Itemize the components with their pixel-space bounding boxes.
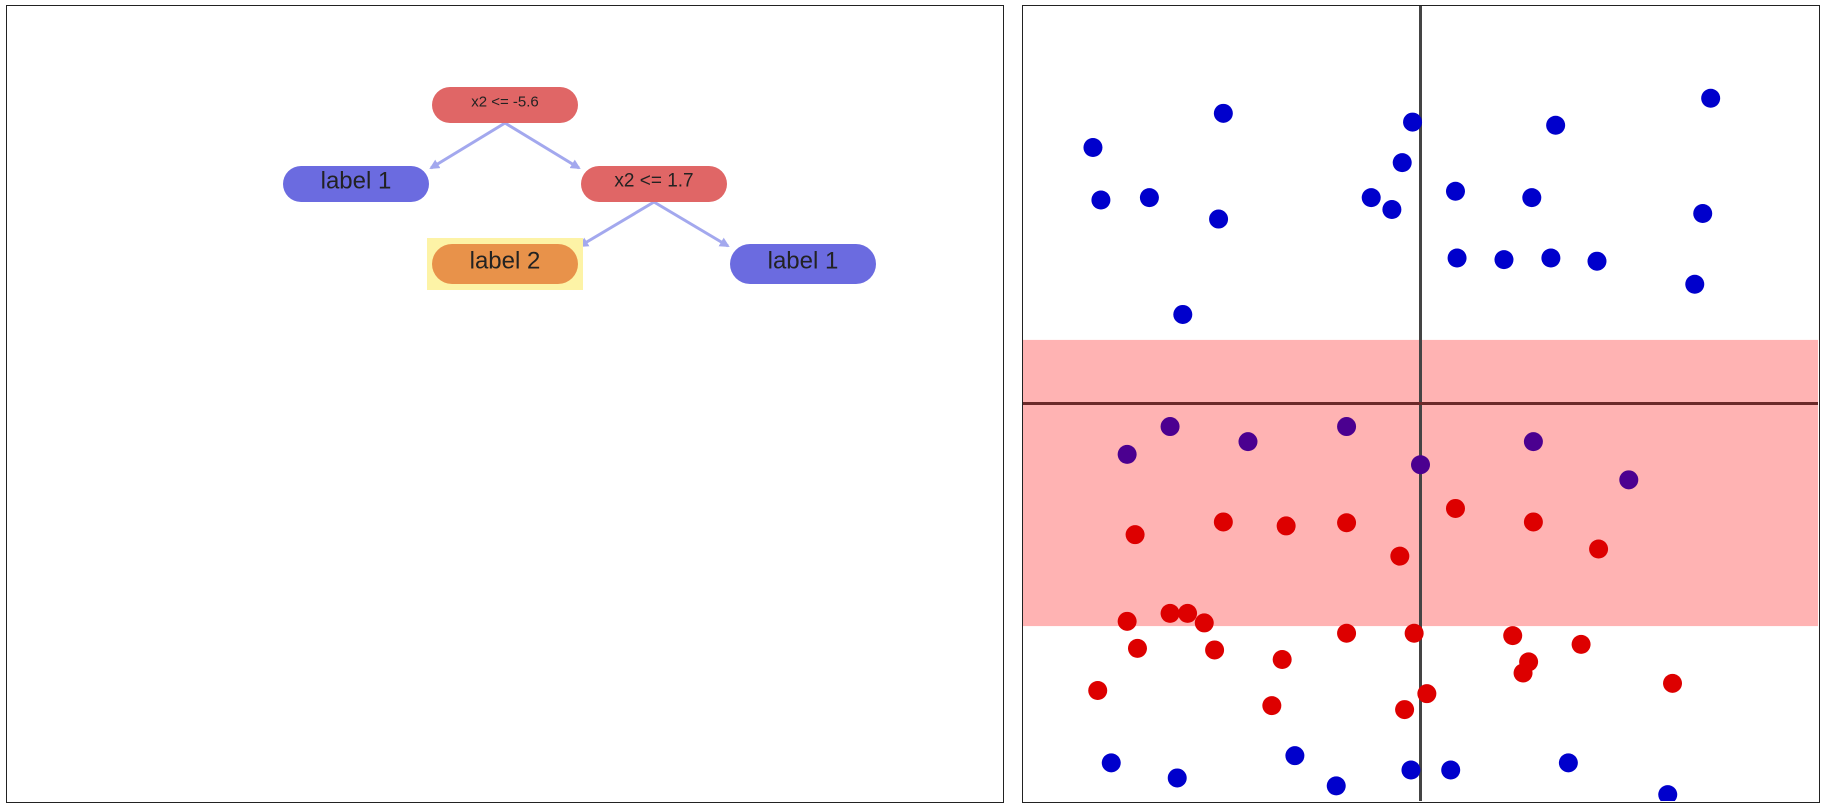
tree-node-label: x2 <= -5.6 xyxy=(471,93,539,110)
tree-edge-root-to-leaf-a xyxy=(429,121,506,170)
data-point xyxy=(1238,432,1258,452)
data-point xyxy=(1571,634,1591,654)
data-point xyxy=(1401,760,1421,780)
tree-node-leaf-d[interactable]: label 1 xyxy=(730,244,876,284)
data-point xyxy=(1173,304,1193,324)
data-point xyxy=(1101,753,1121,773)
data-point xyxy=(1285,746,1305,766)
data-point xyxy=(1337,623,1357,643)
data-point xyxy=(1445,498,1465,518)
data-point xyxy=(1160,603,1180,623)
tree-node-root[interactable]: x2 <= -5.6 xyxy=(432,87,578,123)
tree-node-label: label 1 xyxy=(768,247,839,274)
data-point xyxy=(1125,525,1145,545)
data-point xyxy=(1522,188,1542,208)
data-point xyxy=(1658,785,1678,801)
data-point xyxy=(1411,455,1430,475)
tree-node-label: label 2 xyxy=(470,247,541,274)
data-point xyxy=(1392,153,1412,173)
data-point xyxy=(1403,112,1423,132)
data-point xyxy=(1272,649,1292,669)
tree-node-shape xyxy=(432,87,578,123)
data-point xyxy=(1589,539,1609,559)
tree-node-shape xyxy=(432,244,578,284)
data-point xyxy=(1127,638,1147,658)
data-point xyxy=(1337,417,1357,437)
tree-node-shape xyxy=(581,166,727,202)
data-point xyxy=(1513,663,1533,683)
data-point xyxy=(1619,470,1639,490)
data-point xyxy=(1276,516,1296,536)
tree-node-leaf-c[interactable]: label 2 xyxy=(427,238,583,290)
data-point xyxy=(1541,248,1561,268)
scatter-plot-panel xyxy=(1022,5,1820,803)
data-point xyxy=(1685,274,1705,294)
tree-node-shape xyxy=(730,244,876,284)
tree-edge-split-b-to-leaf-d xyxy=(653,200,730,248)
data-point xyxy=(1262,696,1282,716)
data-point xyxy=(1167,768,1187,788)
data-point xyxy=(1663,673,1683,693)
data-point xyxy=(1382,200,1402,220)
data-point xyxy=(1445,181,1465,201)
tree-node-label: label 1 xyxy=(321,167,392,194)
data-point xyxy=(1494,250,1514,270)
data-point xyxy=(1209,209,1229,229)
tree-node-leaf-a[interactable]: label 1 xyxy=(283,166,429,202)
data-point xyxy=(1395,700,1415,720)
data-point xyxy=(1404,623,1424,643)
data-point xyxy=(1213,512,1233,532)
data-point xyxy=(1441,760,1461,780)
data-point xyxy=(1088,680,1108,700)
data-point xyxy=(1417,684,1437,704)
data-point xyxy=(1523,432,1543,452)
data-point xyxy=(1701,88,1721,108)
data-point xyxy=(1447,248,1467,268)
scatter-plot xyxy=(1023,6,1818,801)
tree-node-shape xyxy=(283,166,429,202)
data-point xyxy=(1546,115,1566,135)
data-point xyxy=(1337,513,1357,533)
data-point xyxy=(1178,603,1198,623)
data-point xyxy=(1693,203,1713,223)
tree-node-label: x2 <= 1.7 xyxy=(614,171,693,192)
data-point xyxy=(1091,190,1111,210)
tree-edge-root-to-split-b xyxy=(504,121,581,170)
data-point xyxy=(1213,103,1233,123)
data-point xyxy=(1194,613,1214,633)
decision-tree-diagram: x2 <= -5.6 label 1 x2 <= 1.7 label 2 label 1 xyxy=(283,87,876,290)
data-point xyxy=(1326,776,1346,796)
data-point xyxy=(1117,611,1137,631)
data-point xyxy=(1083,138,1103,158)
data-point xyxy=(1160,417,1180,437)
data-point xyxy=(1205,640,1225,660)
tree-edge-split-b-to-leaf-c xyxy=(578,200,655,248)
data-point xyxy=(1390,546,1410,566)
data-point xyxy=(1117,444,1137,464)
data-point xyxy=(1361,188,1381,208)
decision-tree-panel: x2 <= -5.6 label 1 x2 <= 1.7 label 2 label 1 xyxy=(6,5,1004,803)
data-point xyxy=(1523,512,1543,532)
data-point xyxy=(1139,188,1159,208)
data-point xyxy=(1558,753,1578,773)
tree-node-split-b[interactable]: x2 <= 1.7 xyxy=(581,166,727,202)
data-point xyxy=(1503,626,1523,646)
data-point xyxy=(1587,251,1607,271)
